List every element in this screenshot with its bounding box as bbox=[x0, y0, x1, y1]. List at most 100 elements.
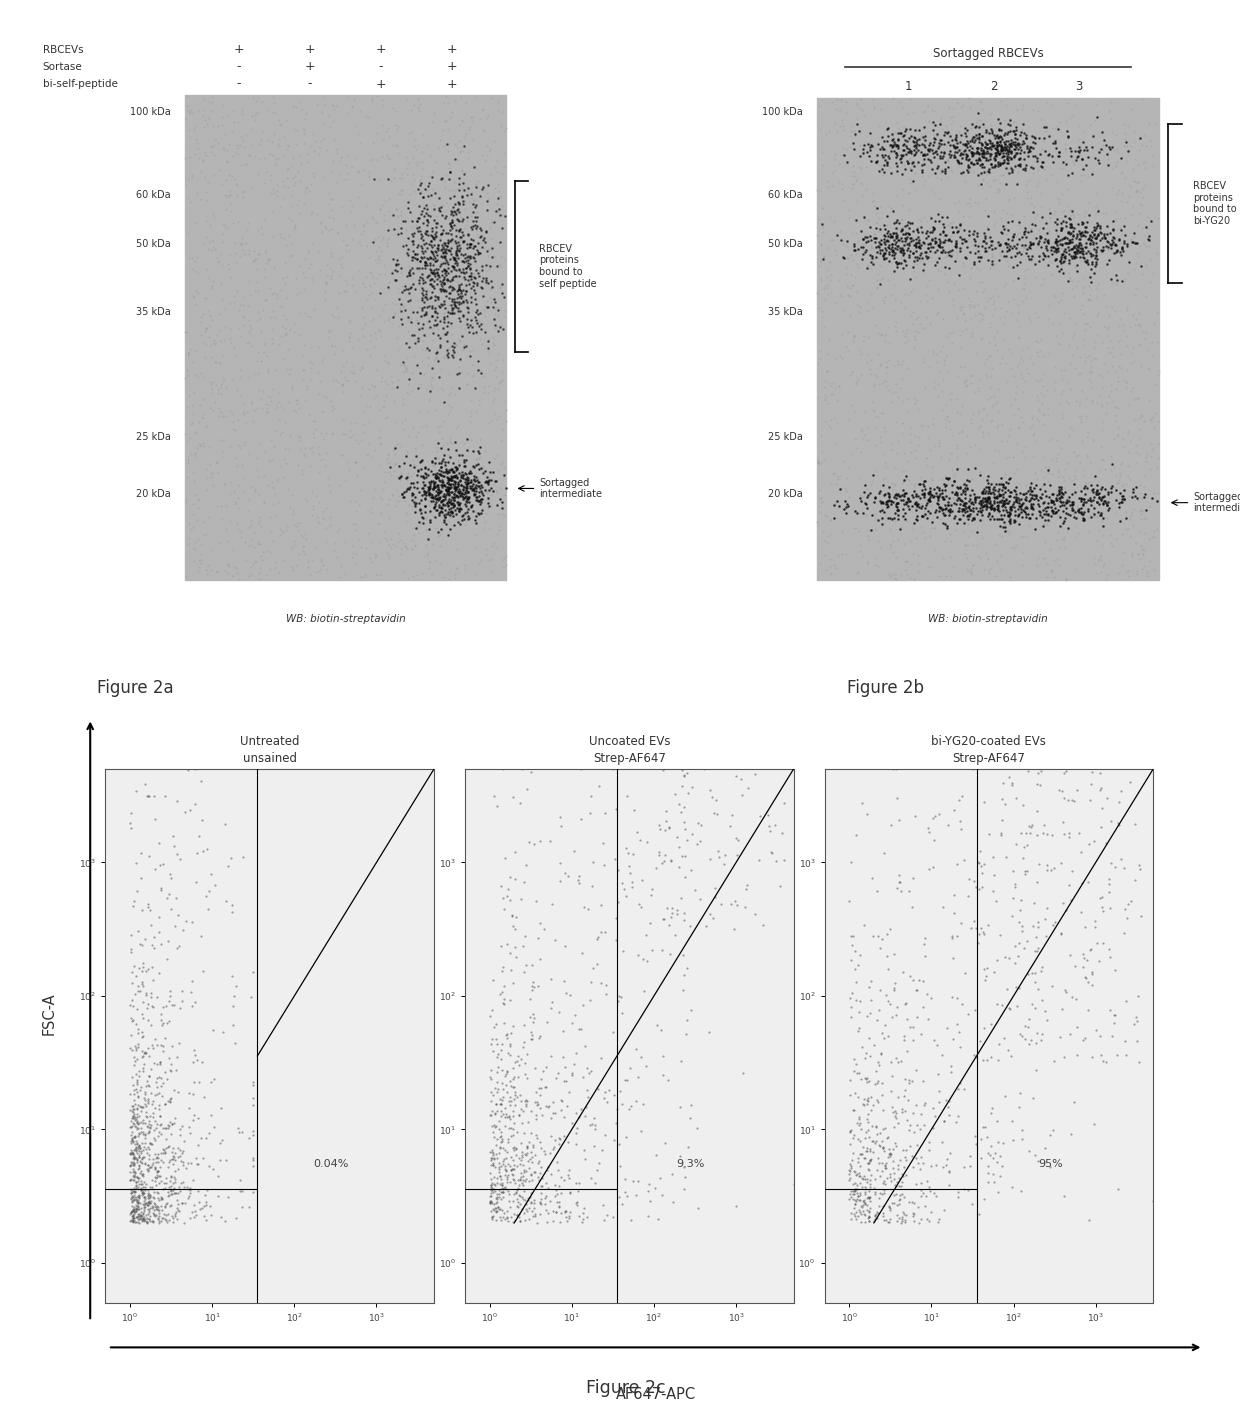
Point bbox=[556, 1055, 575, 1078]
Point bbox=[542, 893, 562, 916]
Point bbox=[878, 957, 898, 980]
Point bbox=[770, 874, 790, 897]
Point bbox=[1006, 873, 1025, 896]
Point bbox=[139, 785, 159, 807]
Point bbox=[873, 1136, 893, 1159]
Point bbox=[880, 1162, 900, 1185]
Point bbox=[879, 1196, 899, 1219]
Point bbox=[873, 1205, 893, 1227]
Point bbox=[872, 1042, 892, 1065]
Point bbox=[864, 1205, 884, 1227]
Point bbox=[172, 1190, 192, 1213]
Point bbox=[143, 956, 162, 978]
Point bbox=[146, 1198, 166, 1220]
Point bbox=[517, 1042, 537, 1065]
Point bbox=[518, 1158, 538, 1180]
Point bbox=[861, 1198, 880, 1220]
Point bbox=[564, 840, 584, 863]
Point bbox=[482, 1084, 502, 1106]
Point bbox=[148, 1146, 167, 1169]
Point bbox=[861, 1168, 880, 1190]
Point bbox=[491, 1209, 511, 1232]
Point bbox=[857, 1178, 877, 1200]
Point bbox=[213, 1021, 233, 1044]
Point bbox=[155, 1208, 175, 1230]
Point bbox=[988, 1048, 1008, 1071]
Point bbox=[489, 1198, 508, 1220]
Point bbox=[961, 1145, 981, 1168]
Point bbox=[880, 1051, 900, 1074]
Point bbox=[908, 1152, 928, 1175]
Point bbox=[523, 1205, 543, 1227]
Point bbox=[1013, 847, 1033, 870]
Point bbox=[841, 1005, 861, 1028]
Point bbox=[942, 924, 962, 947]
Point bbox=[531, 1188, 551, 1210]
Point bbox=[894, 1203, 914, 1226]
Point bbox=[487, 1188, 507, 1210]
Point bbox=[124, 890, 144, 913]
Point bbox=[501, 1089, 521, 1112]
Point bbox=[1115, 1030, 1135, 1052]
Point bbox=[148, 1082, 167, 1105]
Point bbox=[541, 1142, 560, 1165]
Point bbox=[856, 1168, 875, 1190]
Point bbox=[709, 846, 729, 869]
Point bbox=[680, 1106, 699, 1129]
Point bbox=[229, 1121, 249, 1143]
Point bbox=[1056, 899, 1076, 921]
Point bbox=[839, 1069, 859, 1092]
Point bbox=[560, 1180, 580, 1203]
Point bbox=[1007, 833, 1027, 856]
Point bbox=[903, 1145, 923, 1168]
Point bbox=[505, 1139, 525, 1162]
Point bbox=[507, 1176, 527, 1199]
Point bbox=[215, 812, 234, 834]
Point bbox=[863, 1141, 883, 1163]
Point bbox=[577, 1057, 596, 1079]
Point bbox=[505, 1094, 525, 1116]
Point bbox=[557, 1209, 577, 1232]
Point bbox=[1012, 1128, 1032, 1151]
Point bbox=[487, 1185, 507, 1208]
Point bbox=[853, 1199, 873, 1222]
Point bbox=[201, 1071, 221, 1094]
Point bbox=[139, 1208, 159, 1230]
Point bbox=[916, 1185, 936, 1208]
Point bbox=[870, 978, 890, 1001]
Point bbox=[160, 1178, 180, 1200]
Point bbox=[139, 1074, 159, 1096]
Point bbox=[128, 1141, 148, 1163]
Point bbox=[123, 1141, 143, 1163]
Point bbox=[1025, 997, 1045, 1020]
Point bbox=[161, 1122, 181, 1145]
Point bbox=[138, 997, 157, 1020]
Point bbox=[164, 1178, 184, 1200]
Point bbox=[481, 1199, 501, 1222]
Point bbox=[528, 1166, 548, 1189]
Point bbox=[133, 1192, 153, 1215]
Point bbox=[863, 867, 883, 890]
Point bbox=[128, 1118, 148, 1141]
Point bbox=[637, 950, 657, 973]
Point bbox=[541, 830, 560, 853]
Point bbox=[766, 850, 786, 873]
Point bbox=[149, 1172, 169, 1195]
Point bbox=[921, 987, 941, 1010]
Point bbox=[513, 934, 533, 957]
Point bbox=[903, 1205, 923, 1227]
Point bbox=[505, 1169, 525, 1192]
Point bbox=[512, 1143, 532, 1166]
Point bbox=[854, 1192, 874, 1215]
Point bbox=[1019, 1008, 1039, 1031]
Point bbox=[503, 1104, 523, 1126]
Point bbox=[122, 941, 141, 964]
Point bbox=[531, 1203, 551, 1226]
Point bbox=[124, 1189, 144, 1212]
Point bbox=[145, 1084, 165, 1106]
Point bbox=[512, 1112, 532, 1135]
Point bbox=[481, 1058, 501, 1081]
Point bbox=[128, 1206, 148, 1229]
Point bbox=[494, 1149, 513, 1172]
Point bbox=[966, 916, 986, 938]
